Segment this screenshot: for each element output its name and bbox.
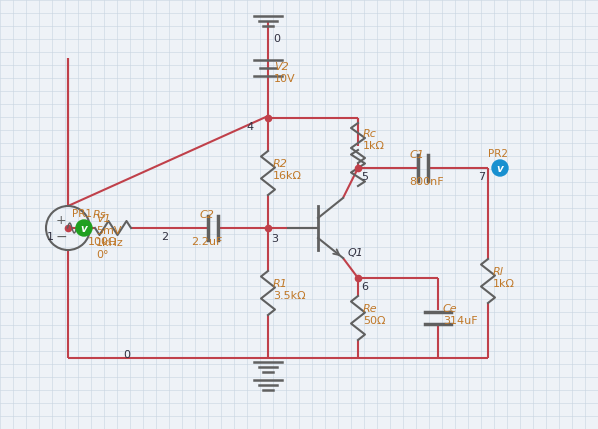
Text: Rc: Rc [363,129,377,139]
Text: C2: C2 [200,210,215,220]
Text: 314uF: 314uF [443,316,478,326]
Text: 3.5kΩ: 3.5kΩ [273,291,306,301]
Text: 0: 0 [123,350,130,360]
Text: Ce: Ce [443,304,457,314]
Text: 0: 0 [273,34,280,44]
Text: 50Ω: 50Ω [363,316,386,326]
Text: PR1: PR1 [72,209,92,219]
Text: R2: R2 [273,159,288,169]
Text: 4: 4 [247,122,254,132]
Text: PR2: PR2 [488,149,508,159]
Text: R1: R1 [273,279,288,289]
Text: V2: V2 [274,62,289,72]
Text: +: + [56,214,66,227]
Text: 3: 3 [271,234,278,244]
Text: Q1: Q1 [348,248,364,258]
Text: 800nF: 800nF [410,177,444,187]
Text: 6: 6 [361,282,368,292]
Text: 1kΩ: 1kΩ [363,141,385,151]
Text: 1: 1 [47,232,54,242]
Text: V1: V1 [96,214,111,224]
Text: 16kΩ: 16kΩ [273,171,302,181]
Text: 5: 5 [361,172,368,182]
Circle shape [76,220,92,236]
Circle shape [492,160,508,176]
Text: v: v [81,224,87,234]
Text: −: − [55,230,67,244]
Text: 5mV: 5mV [96,226,121,236]
Text: 0°: 0° [96,250,108,260]
Text: 1kΩ: 1kΩ [493,279,515,289]
Text: Rs: Rs [92,210,106,220]
Text: Re: Re [363,304,377,314]
Text: 2.2uF: 2.2uF [191,237,222,247]
Text: 10V: 10V [274,74,295,84]
Text: 100Ω: 100Ω [89,237,118,247]
Text: 1kHz: 1kHz [96,238,124,248]
Text: 2: 2 [161,232,168,242]
Text: Rl: Rl [493,267,504,277]
Text: C1: C1 [410,150,425,160]
Text: 7: 7 [478,172,485,182]
Text: v: v [496,164,504,174]
